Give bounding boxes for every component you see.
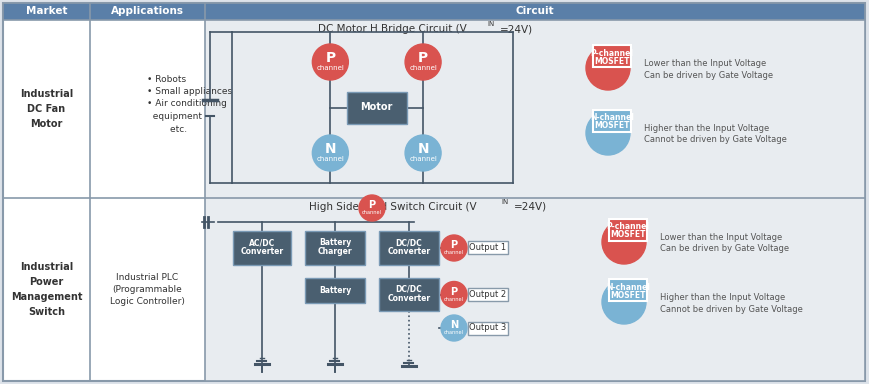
Text: Lower than the Input Voltage: Lower than the Input Voltage bbox=[643, 60, 766, 68]
Text: IN: IN bbox=[487, 21, 494, 27]
Bar bbox=[379, 231, 439, 265]
Text: P: P bbox=[450, 287, 457, 297]
Circle shape bbox=[601, 280, 646, 324]
Text: Motor: Motor bbox=[360, 103, 393, 113]
Text: IN: IN bbox=[501, 199, 508, 205]
Text: P: P bbox=[368, 200, 375, 210]
Text: Can be driven by Gate Voltage: Can be driven by Gate Voltage bbox=[660, 245, 788, 253]
Text: channel: channel bbox=[362, 210, 381, 215]
Text: channel: channel bbox=[316, 65, 344, 71]
Text: Applications: Applications bbox=[111, 7, 183, 17]
Text: Output 3: Output 3 bbox=[469, 323, 506, 333]
Text: P-channel: P-channel bbox=[606, 222, 649, 232]
Text: channel: channel bbox=[443, 330, 463, 335]
Text: MOSFET: MOSFET bbox=[594, 56, 629, 66]
FancyBboxPatch shape bbox=[608, 279, 647, 301]
Circle shape bbox=[601, 220, 646, 264]
Bar bbox=[305, 231, 365, 265]
Text: Circuit: Circuit bbox=[515, 7, 554, 17]
Text: DC/DC: DC/DC bbox=[395, 238, 421, 248]
Bar bbox=[205, 198, 864, 381]
Text: Cannot be driven by Gate Voltage: Cannot be driven by Gate Voltage bbox=[660, 305, 802, 313]
Bar bbox=[305, 278, 365, 303]
Text: channel: channel bbox=[443, 296, 463, 301]
Text: P: P bbox=[325, 51, 335, 65]
Text: MOSFET: MOSFET bbox=[594, 121, 629, 131]
Bar bbox=[379, 278, 439, 311]
Circle shape bbox=[586, 46, 629, 90]
Text: DC Motor H Bridge Circuit (V: DC Motor H Bridge Circuit (V bbox=[318, 24, 467, 34]
Text: • Robots
• Small appliances
• Air conditioning
  equipment
        etc.: • Robots • Small appliances • Air condit… bbox=[148, 74, 232, 134]
Circle shape bbox=[405, 44, 441, 80]
Bar bbox=[233, 231, 290, 265]
Text: channel: channel bbox=[408, 65, 436, 71]
Bar bbox=[468, 242, 507, 255]
Text: =24V): =24V) bbox=[513, 202, 546, 212]
Text: Industrial
Power
Management
Switch: Industrial Power Management Switch bbox=[10, 262, 83, 317]
Text: High Side Load Switch Circuit (V: High Side Load Switch Circuit (V bbox=[308, 202, 475, 212]
FancyBboxPatch shape bbox=[593, 110, 630, 132]
Text: Market: Market bbox=[26, 7, 67, 17]
Circle shape bbox=[312, 44, 348, 80]
Text: N-channel: N-channel bbox=[589, 114, 634, 122]
Text: =24V): =24V) bbox=[499, 24, 532, 34]
Text: Converter: Converter bbox=[387, 294, 430, 303]
Text: Converter: Converter bbox=[240, 248, 283, 257]
Text: channel: channel bbox=[408, 156, 436, 162]
FancyBboxPatch shape bbox=[608, 219, 647, 241]
Text: channel: channel bbox=[316, 156, 344, 162]
Text: Output 1: Output 1 bbox=[469, 243, 506, 253]
Bar bbox=[468, 321, 507, 334]
Text: P-channel: P-channel bbox=[590, 48, 633, 58]
Text: N-channel: N-channel bbox=[606, 283, 649, 291]
Circle shape bbox=[359, 195, 385, 221]
Text: Charger: Charger bbox=[317, 248, 352, 257]
Bar bbox=[347, 91, 406, 124]
Circle shape bbox=[405, 135, 441, 171]
Text: Lower than the Input Voltage: Lower than the Input Voltage bbox=[660, 233, 781, 243]
Bar bbox=[3, 3, 864, 20]
Bar bbox=[468, 288, 507, 301]
Text: Converter: Converter bbox=[387, 248, 430, 257]
Circle shape bbox=[312, 135, 348, 171]
Text: N: N bbox=[324, 142, 335, 156]
Text: MOSFET: MOSFET bbox=[609, 230, 645, 240]
Text: P: P bbox=[450, 240, 457, 250]
Text: Cannot be driven by Gate Voltage: Cannot be driven by Gate Voltage bbox=[643, 136, 786, 144]
Text: Industrial
DC Fan
Motor: Industrial DC Fan Motor bbox=[20, 89, 73, 129]
Text: channel: channel bbox=[443, 250, 463, 255]
Text: N: N bbox=[417, 142, 428, 156]
Text: Higher than the Input Voltage: Higher than the Input Voltage bbox=[643, 124, 768, 134]
Text: Industrial PLC
(Programmable
Logic Controller): Industrial PLC (Programmable Logic Contr… bbox=[110, 273, 185, 306]
Text: N: N bbox=[449, 320, 458, 330]
Text: MOSFET: MOSFET bbox=[609, 291, 645, 300]
Text: Output 2: Output 2 bbox=[469, 290, 506, 299]
Circle shape bbox=[586, 111, 629, 155]
Circle shape bbox=[441, 315, 467, 341]
Circle shape bbox=[441, 281, 467, 308]
FancyBboxPatch shape bbox=[593, 45, 630, 67]
Text: Higher than the Input Voltage: Higher than the Input Voltage bbox=[660, 293, 785, 303]
Text: DC/DC: DC/DC bbox=[395, 285, 421, 294]
Circle shape bbox=[441, 235, 467, 261]
Bar bbox=[205, 20, 864, 198]
Text: AC/DC: AC/DC bbox=[249, 238, 275, 248]
Text: Battery: Battery bbox=[319, 238, 351, 248]
Text: Battery: Battery bbox=[319, 286, 351, 295]
Text: Can be driven by Gate Voltage: Can be driven by Gate Voltage bbox=[643, 71, 773, 79]
Text: P: P bbox=[417, 51, 428, 65]
